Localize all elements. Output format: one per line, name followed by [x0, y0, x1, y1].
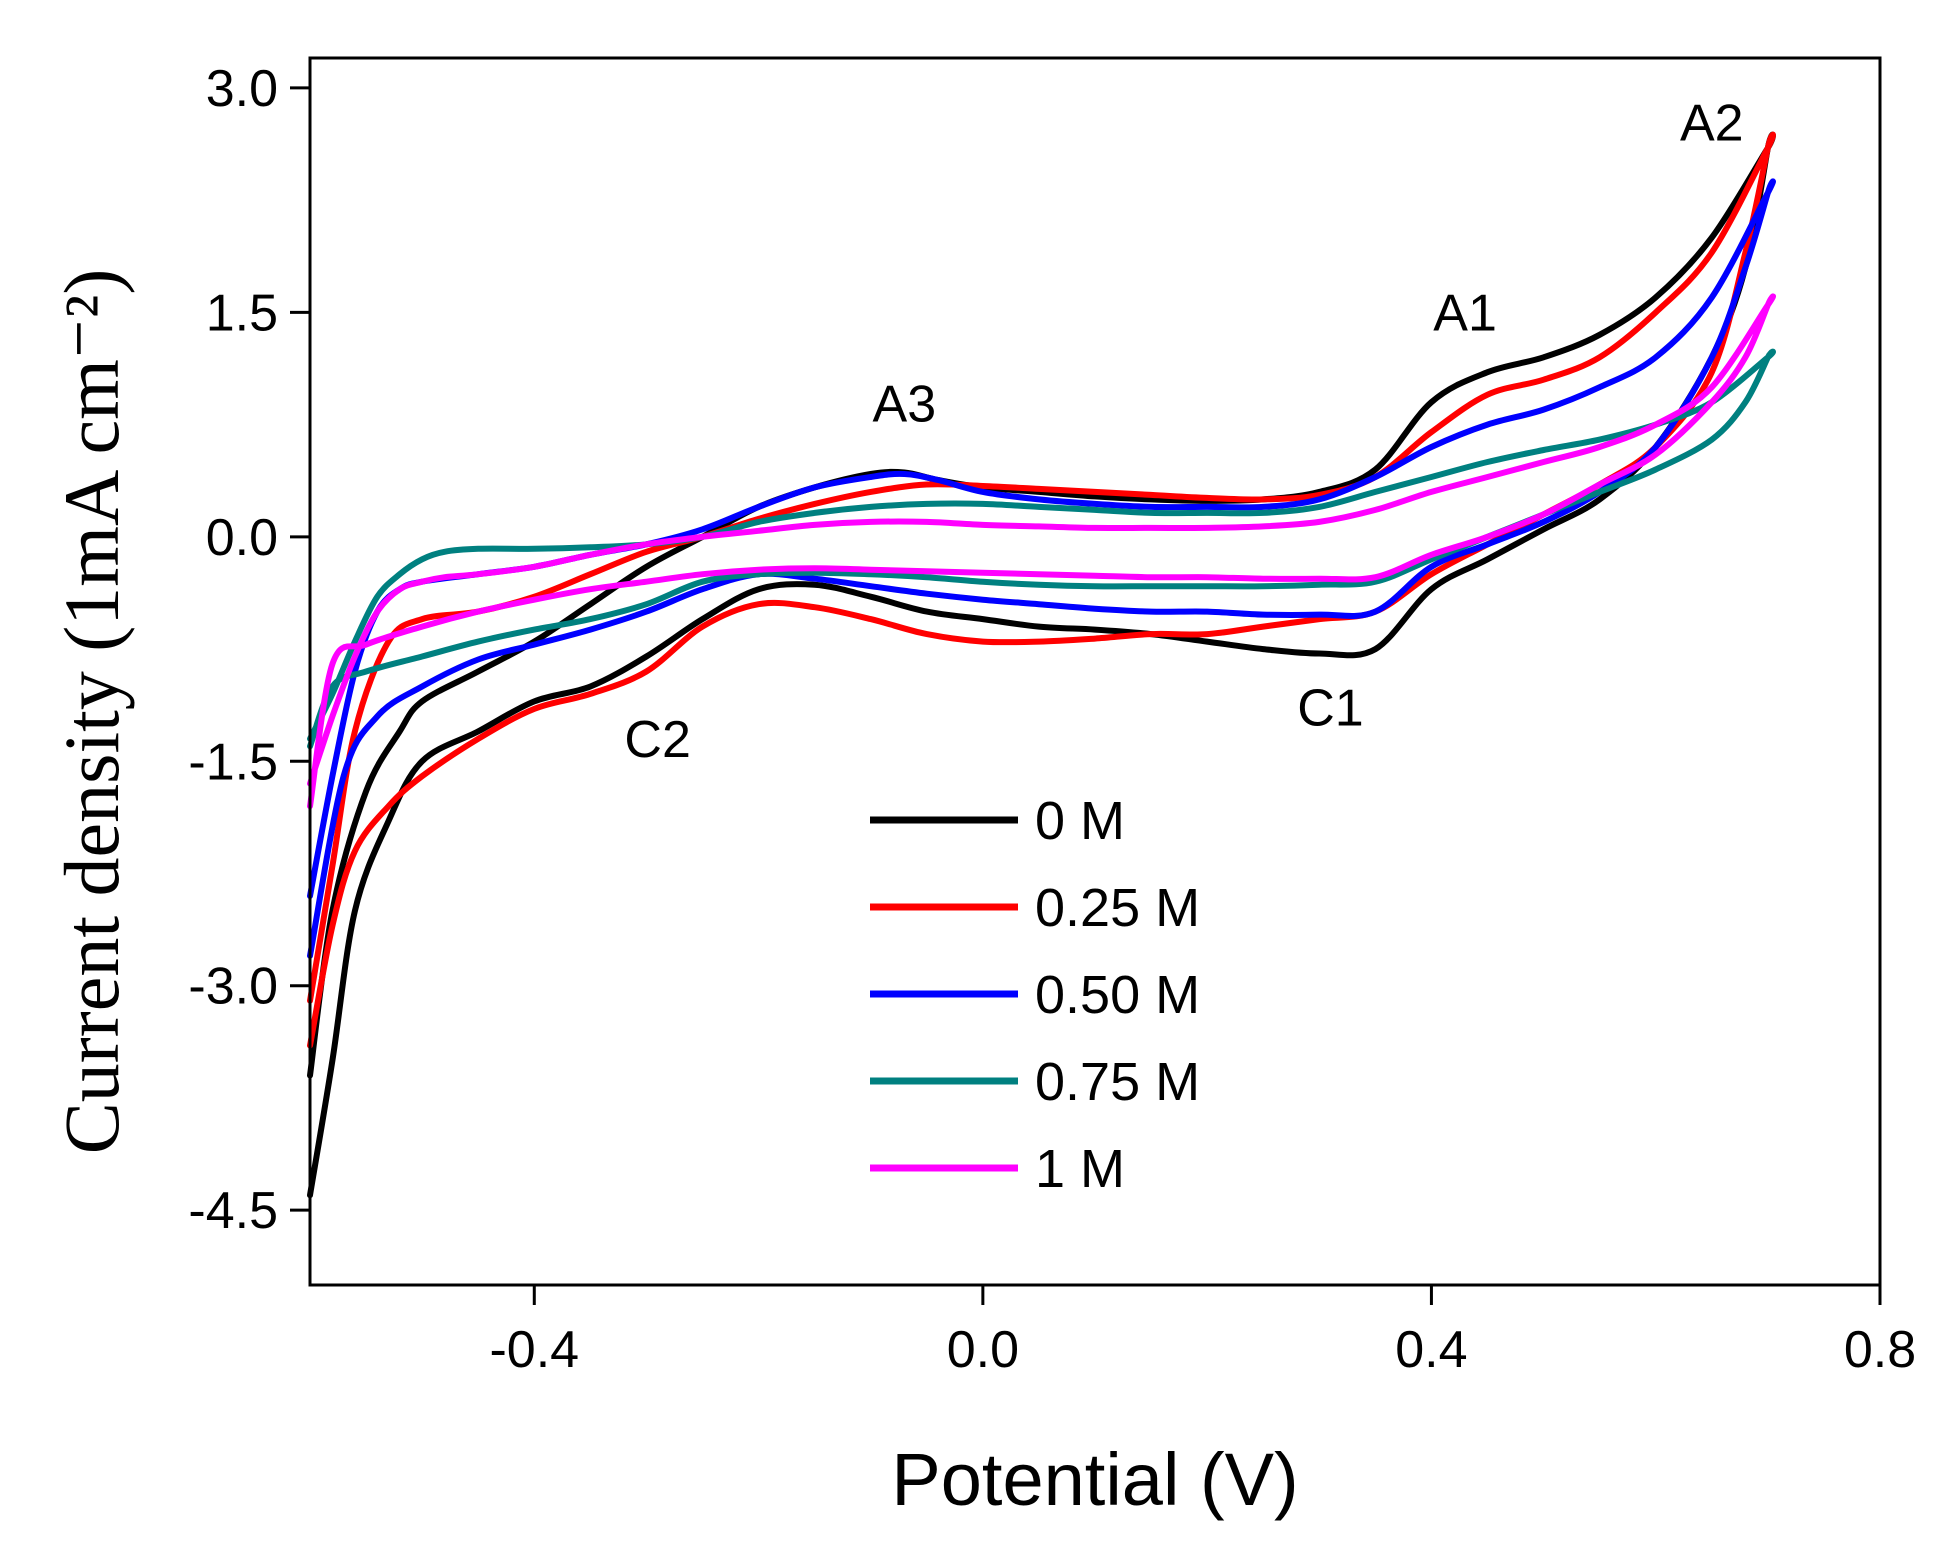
- annotation-a2: A2: [1680, 94, 1744, 152]
- x-tick-label: 0.0: [947, 1321, 1019, 1379]
- plot-area: [307, 131, 1776, 1199]
- y-axis: 3.0 1.5 0.0 -1.5 -3.0 -4.5: [188, 60, 310, 1240]
- y-tick-label: -1.5: [188, 733, 278, 791]
- y-tick-label: -3.0: [188, 958, 278, 1016]
- legend: 0 M 0.25 M 0.50 M 0.75 M 1 M: [870, 791, 1200, 1199]
- legend-label-0: 0 M: [1035, 791, 1125, 851]
- y-tick-label: 0.0: [206, 509, 278, 567]
- annotation-a3: A3: [873, 376, 937, 434]
- annotation-a1: A1: [1433, 284, 1497, 342]
- y-axis-title: Current density (1mA cm⁻²): [48, 269, 135, 1155]
- y-tick-label: -4.5: [188, 1182, 278, 1240]
- x-axis-title: Potential (V): [891, 1438, 1298, 1521]
- legend-label-4: 1 M: [1035, 1139, 1125, 1199]
- x-tick-label: 0.8: [1844, 1321, 1916, 1379]
- x-tick-label: -0.4: [489, 1321, 579, 1379]
- annotation-c2: C2: [624, 711, 690, 769]
- x-tick-label: 0.4: [1395, 1321, 1467, 1379]
- y-tick-label: 1.5: [206, 284, 278, 342]
- series-line-4: [307, 293, 1776, 810]
- x-axis: -0.4 0.0 0.4 0.8: [489, 1285, 1916, 1379]
- plot-frame: [308, 56, 1882, 1287]
- peak-annotations: A1 A2 A3 C1 C2: [624, 94, 1743, 768]
- legend-label-2: 0.50 M: [1035, 965, 1200, 1025]
- y-tick-label: 3.0: [206, 60, 278, 118]
- series-layer: [307, 131, 1776, 1199]
- legend-label-1: 0.25 M: [1035, 878, 1200, 938]
- annotation-c1: C1: [1297, 679, 1363, 737]
- legend-label-3: 0.75 M: [1035, 1052, 1200, 1112]
